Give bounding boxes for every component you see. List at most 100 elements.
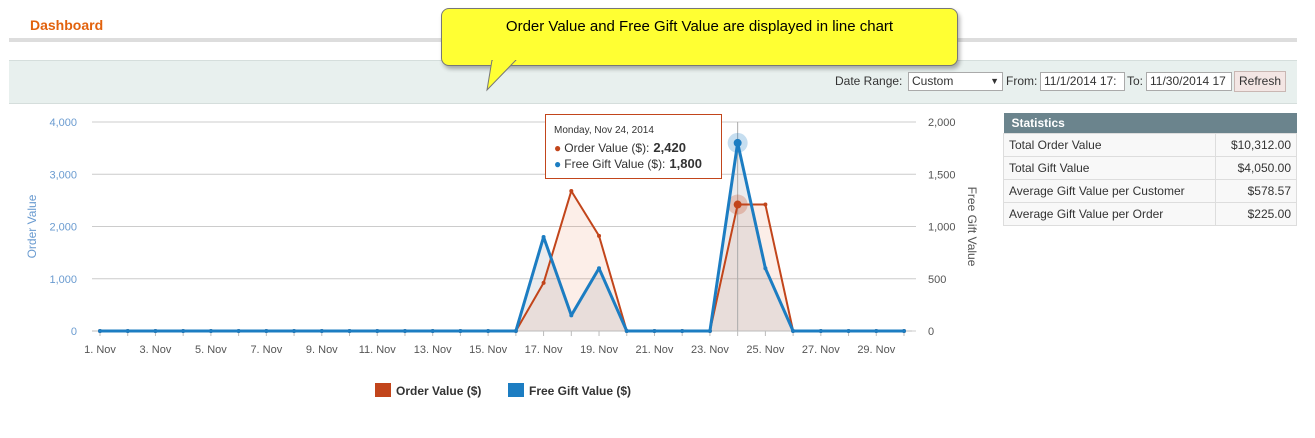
to-input[interactable]: 11/30/2014 17: [1146, 72, 1232, 91]
point: [763, 266, 768, 271]
point: [513, 329, 518, 333]
point: [458, 329, 463, 333]
x-tick-label: 17. Nov: [525, 344, 563, 356]
area: [100, 142, 904, 331]
callout-pointer: [486, 60, 517, 92]
y2-tick-label: 1,500: [928, 169, 956, 181]
legend-swatch: [375, 383, 391, 397]
stat-value: $578.57: [1215, 179, 1297, 203]
y2-tick-label: 500: [928, 274, 946, 286]
legend-label: Free Gift Value ($): [529, 384, 631, 398]
statistics-row: Average Gift Value per Order $225.00: [1002, 202, 1297, 226]
stat-value: $10,312.00: [1215, 133, 1297, 157]
tooltip-value: 1,800: [669, 156, 702, 171]
x-tick-label: 13. Nov: [414, 344, 452, 356]
point: [264, 329, 269, 333]
point: [292, 329, 297, 333]
tooltip-label: Free Gift Value ($):: [564, 157, 666, 171]
point: [98, 329, 102, 333]
point: [652, 329, 657, 333]
tooltip-dot: ●: [554, 141, 562, 155]
point: [430, 329, 435, 333]
from-label: From:: [1006, 74, 1038, 88]
series-line: [100, 141, 904, 333]
to-label: To:: [1127, 74, 1144, 88]
x-tick-label: 11. Nov: [359, 344, 397, 356]
page-title: Dashboard: [30, 17, 104, 33]
point: [208, 329, 213, 333]
legend-swatch: [508, 383, 524, 397]
point: [624, 329, 629, 333]
point: [402, 329, 407, 333]
y-axis-title: Order Value: [25, 194, 39, 258]
point: [486, 329, 491, 333]
point: [597, 266, 602, 271]
tooltip-row: ● Order Value ($): 2,420: [554, 140, 686, 155]
tooltip-row: ● Free Gift Value ($): 1,800: [554, 156, 702, 171]
tooltip-label: Order Value ($):: [564, 141, 650, 155]
y-tick-label: 4,000: [49, 117, 77, 129]
x-tick-label: 1. Nov: [84, 344, 116, 356]
x-tick-label: 27. Nov: [802, 344, 840, 356]
point: [597, 233, 602, 238]
point: [236, 329, 241, 333]
point: [707, 329, 712, 333]
y-tick-label: 1,000: [49, 274, 77, 286]
from-input[interactable]: 11/1/2014 17:: [1040, 72, 1125, 91]
area: [100, 190, 904, 331]
chart: 0 1,000 2,000 3,000 4,000 0 500 1,000 1,500 2,000…: [25, 117, 979, 398]
statistics-table: Statistics Total Order Value $10,312.00 To…: [1002, 113, 1297, 226]
point: [181, 329, 186, 333]
tooltip-value: 2,420: [653, 140, 686, 155]
date-range-label: Date Range:: [835, 74, 903, 88]
stat-value: $225.00: [1215, 202, 1297, 226]
dropdown-arrow: ▼: [990, 76, 999, 86]
point: [319, 329, 324, 333]
x-tick-label: 25. Nov: [746, 344, 784, 356]
tooltip: Monday, Nov 24, 2014 ● Order Value ($): 2,4…: [545, 114, 722, 179]
statistics-row: Total Order Value $10,312.00: [1002, 133, 1297, 157]
x-tick-label: 19. Nov: [580, 344, 618, 356]
select-value: Custom: [912, 74, 954, 88]
y2-tick-label: 0: [928, 326, 934, 338]
point: [541, 234, 546, 239]
date-range-select[interactable]: Custom ▼: [908, 72, 1003, 91]
x-tick-label: 7. Nov: [250, 344, 282, 356]
point: [569, 188, 574, 193]
x-tick-label: 15. Nov: [469, 344, 507, 356]
statistics-row: Average Gift Value per Customer $578.57: [1002, 179, 1297, 203]
stat-value: $4,050.00: [1215, 156, 1297, 180]
point: [733, 138, 742, 147]
point: [763, 202, 768, 207]
tooltip-title: Monday, Nov 24, 2014: [554, 125, 654, 136]
y-tick-label: 3,000: [49, 169, 77, 181]
stat-label: Total Gift Value: [1002, 156, 1217, 180]
tooltip-dot: ●: [554, 157, 562, 171]
y2-axis-title: Free Gift Value: [965, 187, 979, 267]
point: [541, 280, 546, 285]
x-tick-label: 3. Nov: [140, 344, 172, 356]
x-tick-label: 29. Nov: [857, 344, 895, 356]
y2-tick-label: 2,000: [928, 117, 956, 129]
point: [569, 313, 574, 318]
statistics-title: Statistics: [1003, 113, 1297, 134]
point: [680, 329, 685, 333]
point: [818, 329, 823, 333]
point: [125, 329, 130, 333]
stat-label: Average Gift Value per Order: [1002, 202, 1217, 226]
statistics-row: Total Gift Value $4,050.00: [1002, 156, 1297, 180]
stat-label: Total Order Value: [1002, 133, 1217, 157]
point: [375, 329, 380, 333]
y-tick-label: 2,000: [49, 222, 77, 234]
point: [347, 329, 352, 333]
x-tick-label: 9. Nov: [306, 344, 338, 356]
stat-label: Average Gift Value per Customer: [1002, 179, 1217, 203]
point: [874, 329, 879, 333]
x-tick-label: 23. Nov: [691, 344, 729, 356]
refresh-button[interactable]: Refresh: [1234, 71, 1286, 92]
x-tick-label: 21. Nov: [636, 344, 674, 356]
point: [846, 329, 851, 333]
point: [153, 329, 158, 333]
point: [902, 329, 906, 333]
